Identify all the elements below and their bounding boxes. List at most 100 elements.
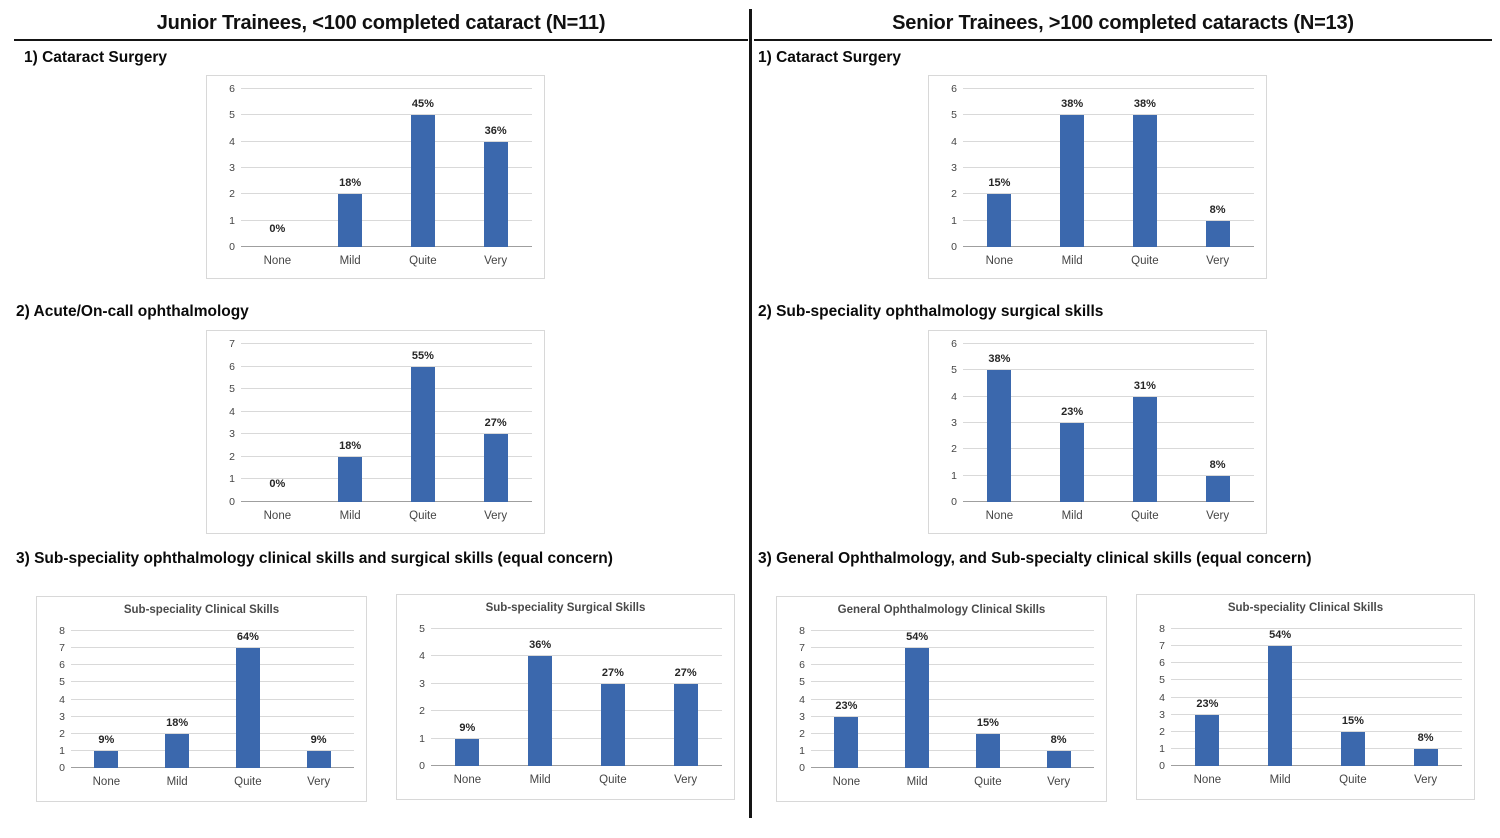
bar-mild bbox=[528, 656, 553, 766]
y-tick-label: 0 bbox=[59, 762, 65, 774]
gridline bbox=[963, 343, 1254, 344]
x-tick-label: Quite bbox=[409, 510, 437, 522]
plot-area: 0 1 2 3 4 5 6 7 0% None 18% Mild 55% Quite 27% Very bbox=[229, 338, 532, 522]
value-label: 54% bbox=[1269, 629, 1292, 642]
value-label: 36% bbox=[484, 124, 507, 137]
y-tick-label: 3 bbox=[799, 710, 805, 723]
x-tick-label: Quite bbox=[409, 255, 437, 267]
x-tick-label: Mild bbox=[529, 774, 551, 786]
bar-quite bbox=[1340, 731, 1365, 766]
chart-senior-subspeciality-clinical: Sub-speciality Clinical Skills 0 1 2 3 4 5 6 7 8 2… bbox=[1136, 594, 1475, 800]
value-label: 38% bbox=[1133, 98, 1156, 111]
chart-senior-general-ophthalmology-clinical: General Ophthalmology Clinical Skills 0 1 2… bbox=[776, 596, 1107, 802]
x-tick-label: Mild bbox=[1061, 510, 1083, 522]
y-tick-label: 6 bbox=[59, 659, 65, 672]
y-tick-label: 6 bbox=[229, 83, 235, 95]
category-column: 8% Very bbox=[1181, 89, 1254, 267]
category-column: 8% Very bbox=[1181, 344, 1254, 522]
x-tick-label: Quite bbox=[1131, 255, 1159, 267]
gridline bbox=[431, 682, 722, 684]
value-label: 23% bbox=[1061, 406, 1084, 418]
bar-mild bbox=[905, 648, 930, 768]
bar-mild bbox=[1268, 646, 1293, 766]
section-label-junior-3: 3) Sub-speciality ophthalmology clinical… bbox=[16, 550, 613, 567]
category-column: 54% Mild bbox=[1244, 629, 1317, 786]
y-tick-label: 1 bbox=[1159, 742, 1165, 755]
category-column: 64% Quite bbox=[213, 631, 284, 788]
gridline bbox=[71, 647, 354, 649]
gridline bbox=[241, 410, 532, 412]
value-label: 9% bbox=[310, 733, 327, 746]
gridline bbox=[811, 732, 1094, 734]
gridline bbox=[71, 715, 354, 717]
section-label-junior-2: 2) Acute/On-call ophthalmology bbox=[16, 303, 249, 320]
gridline bbox=[811, 681, 1094, 683]
chart-title: Sub-speciality Clinical Skills bbox=[123, 604, 280, 616]
value-label: 8% bbox=[1209, 203, 1226, 216]
gridline bbox=[811, 698, 1094, 700]
y-tick-label: 6 bbox=[229, 360, 235, 373]
gridline bbox=[811, 749, 1094, 751]
gridline bbox=[71, 630, 354, 631]
y-tick-label: 4 bbox=[229, 405, 235, 418]
y-tick-label: 2 bbox=[229, 450, 235, 463]
bar-quite bbox=[600, 683, 625, 766]
x-tick-label: Quite bbox=[1339, 774, 1367, 786]
plot-area: 0 1 2 3 4 5 6 0% None 18% Mild 45% Quite 36% Very bbox=[229, 83, 532, 267]
value-label: 15% bbox=[976, 716, 999, 729]
y-tick-label: 5 bbox=[951, 109, 957, 122]
x-axis-line bbox=[963, 501, 1254, 502]
gridline bbox=[1171, 628, 1462, 629]
plot-area: 0 1 2 3 4 5 6 7 8 23% None 54% Mild 15% Quite 8% Very bbox=[799, 625, 1094, 788]
y-tick-label: 0 bbox=[1159, 760, 1165, 772]
bar-mild bbox=[1060, 115, 1085, 247]
gridline bbox=[241, 219, 532, 221]
y-tick-label: 5 bbox=[229, 383, 235, 396]
x-tick-label: Mild bbox=[339, 510, 361, 522]
gridline bbox=[811, 664, 1094, 666]
section-label-senior-3: 3) General Ophthalmology, and Sub-specia… bbox=[758, 550, 1312, 567]
chart-title: General Ophthalmology Clinical Skills bbox=[837, 604, 1046, 616]
bar-quite bbox=[410, 115, 435, 247]
y-tick-label: 3 bbox=[419, 677, 425, 690]
gridline bbox=[1171, 696, 1462, 698]
category-column: 45% Quite bbox=[387, 89, 460, 267]
value-label: 27% bbox=[484, 417, 507, 430]
y-tick-label: 6 bbox=[951, 83, 957, 95]
y-tick-label: 0 bbox=[799, 762, 805, 774]
x-tick-label: Very bbox=[307, 776, 331, 788]
value-label: 15% bbox=[1341, 714, 1364, 727]
x-axis-line bbox=[811, 767, 1094, 768]
x-axis-line bbox=[71, 767, 354, 768]
x-axis-line bbox=[431, 765, 722, 766]
category-column: 8% Very bbox=[1389, 629, 1462, 786]
category-column: 15% Quite bbox=[953, 631, 1024, 788]
y-tick-label: 5 bbox=[951, 364, 957, 377]
gridline bbox=[71, 681, 354, 683]
value-label: 38% bbox=[988, 353, 1011, 366]
y-tick-label: 7 bbox=[229, 338, 235, 350]
gridline bbox=[241, 114, 532, 116]
y-tick-label: 5 bbox=[229, 109, 235, 122]
category-column: 0% None bbox=[241, 344, 314, 522]
x-tick-label: Mild bbox=[1269, 774, 1291, 786]
y-tick-label: 0 bbox=[229, 496, 235, 508]
plot-area: 0 1 2 3 4 5 6 7 8 23% None 54% Mild 15% Quite 8% Very bbox=[1159, 623, 1462, 786]
value-label: 38% bbox=[1061, 98, 1084, 111]
y-tick-label: 8 bbox=[59, 625, 65, 637]
x-axis-line bbox=[1171, 765, 1462, 766]
y-tick-label: 3 bbox=[229, 162, 235, 174]
category-column: 27% Very bbox=[649, 629, 722, 786]
category-column: 54% Mild bbox=[882, 631, 953, 788]
bar-very bbox=[483, 434, 508, 502]
chart-title: Sub-speciality Surgical Skills bbox=[485, 602, 646, 614]
value-label: 9% bbox=[459, 721, 476, 734]
x-tick-label: None bbox=[263, 510, 292, 522]
junior-column-title: Junior Trainees, <100 completed cataract… bbox=[156, 12, 606, 34]
chart-senior-subspeciality-surgical: 0 1 2 3 4 5 6 38% None 23% Mild 31% Quite 8% Very bbox=[928, 330, 1267, 534]
bar-very bbox=[306, 750, 331, 768]
y-tick-label: 2 bbox=[419, 705, 425, 718]
column-divider-line bbox=[749, 9, 752, 818]
y-tick-label: 4 bbox=[951, 135, 957, 148]
y-tick-label: 3 bbox=[229, 428, 235, 441]
